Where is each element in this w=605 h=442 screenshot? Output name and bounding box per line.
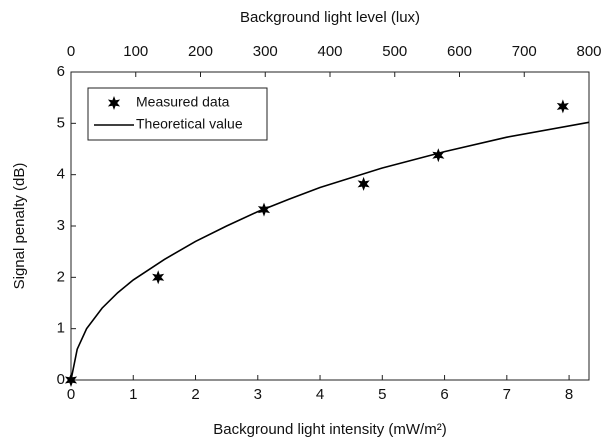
marker: [432, 148, 445, 163]
legend-marker: [107, 96, 121, 110]
y-tick-label: 6: [57, 63, 65, 80]
x-tick-label: 7: [503, 386, 511, 403]
legend-box: [87, 87, 268, 141]
x-tick-label: 6: [440, 386, 448, 403]
x-tick-label: 4: [316, 386, 324, 403]
x-tick-label: 2: [191, 386, 199, 403]
x2-tick-label: 600: [447, 43, 472, 60]
x2-tick-label: 300: [253, 43, 278, 60]
y-axis-title: Signal penalty (dB): [11, 163, 28, 290]
x-tick-label: 3: [254, 386, 262, 403]
legend-label: Theoretical value: [136, 116, 243, 132]
marker: [556, 99, 569, 114]
legend-label: Measured data: [136, 94, 230, 110]
x-axis-title: Background light intensity (mW/m²): [213, 421, 446, 438]
x-tick-label: 0: [67, 386, 75, 403]
y-tick-label: 0: [57, 371, 65, 388]
y-tick-label: 1: [57, 320, 65, 337]
marker: [357, 176, 370, 191]
y-tick-label: 4: [57, 166, 65, 183]
x2-tick-label: 200: [188, 43, 213, 60]
marker: [152, 270, 165, 285]
top-axis-title: Background light level (lux): [240, 9, 420, 26]
x-tick-label: 1: [129, 386, 137, 403]
x2-tick-label: 400: [317, 43, 342, 60]
y-tick-label: 2: [57, 268, 65, 285]
x2-tick-label: 0: [67, 43, 75, 60]
x-tick-label: 5: [378, 386, 386, 403]
y-tick-label: 3: [57, 217, 65, 234]
x2-tick-label: 700: [512, 43, 537, 60]
y-tick-label: 5: [57, 114, 65, 131]
line: [70, 121, 590, 381]
x2-tick-label: 500: [382, 43, 407, 60]
x-tick-label: 8: [565, 386, 573, 403]
x2-tick-label: 100: [123, 43, 148, 60]
x2-tick-label: 800: [576, 43, 601, 60]
